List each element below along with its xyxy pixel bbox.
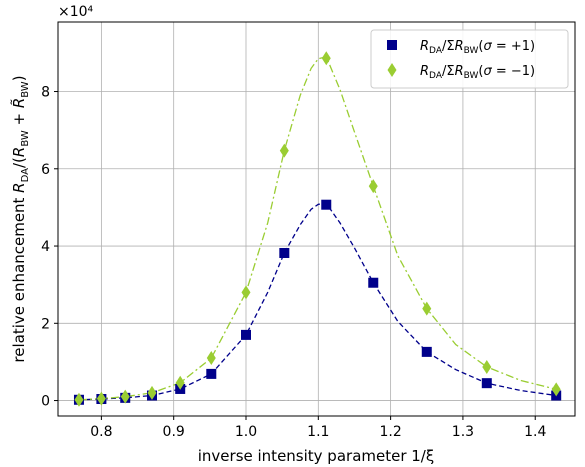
data-point-diamond	[279, 143, 289, 158]
legend-entry-sigma-plus: RDA/ΣRBW(σ = +1)	[420, 39, 535, 56]
axis-ticks: 0.8 0.9 1.0 1.1 1.2 1.3 1.4 0 2 4 6 8	[41, 85, 546, 440]
data-point-square	[206, 368, 217, 379]
y-multiplier-label: ×10⁴	[58, 4, 94, 20]
data-point-diamond	[482, 359, 492, 374]
fit-curves	[78, 56, 557, 401]
plot-frame	[57, 21, 576, 417]
y-tick-label: 2	[41, 316, 50, 332]
fit-curve	[78, 56, 557, 401]
data-point-square	[368, 277, 379, 288]
data-point-diamond	[321, 51, 331, 66]
x-tick-label: 1.0	[235, 424, 257, 440]
data-point-diamond	[175, 375, 185, 390]
y-tick-label: 8	[41, 85, 50, 101]
x-tick-label: 1.4	[524, 424, 546, 440]
data-point-diamond	[551, 382, 561, 397]
data-point-square	[279, 247, 290, 258]
y-tick-label: 4	[41, 239, 50, 255]
data-point-diamond	[206, 351, 216, 366]
legend-marker-diamond	[387, 63, 397, 77]
legend-box	[370, 29, 569, 89]
legend: RDA/ΣRBW(σ = +1) RDA/ΣRBW(σ = −1)	[370, 29, 569, 89]
y-tick-label: 0	[41, 394, 50, 410]
y-tick-label: 6	[41, 162, 50, 178]
x-tick-label: 0.8	[90, 424, 112, 440]
data-point-diamond	[147, 385, 157, 400]
y-axis-label: relative enhancement RDA/(RBW + R̃BW)	[9, 75, 31, 362]
data-markers	[73, 51, 562, 407]
x-axis-label: inverse intensity parameter 1/ξ	[198, 447, 434, 465]
x-tick-label: 1.3	[452, 424, 474, 440]
x-tick-label: 0.9	[163, 424, 185, 440]
data-point-diamond	[422, 301, 432, 316]
legend-entry-sigma-minus: RDA/ΣRBW(σ = −1)	[420, 64, 535, 81]
data-point-square	[421, 346, 432, 357]
x-tick-label: 1.2	[379, 424, 401, 440]
x-tick-label: 1.1	[307, 424, 329, 440]
legend-marker-square	[387, 40, 397, 50]
data-point-square	[481, 378, 492, 389]
fit-curve	[78, 202, 557, 401]
data-point-diamond	[241, 285, 251, 300]
data-point-square	[321, 199, 332, 210]
data-point-diamond	[368, 179, 378, 194]
data-point-diamond	[120, 389, 130, 404]
data-point-square	[241, 329, 251, 340]
data-point-diamond	[96, 391, 106, 406]
data-point-diamond	[74, 392, 84, 407]
